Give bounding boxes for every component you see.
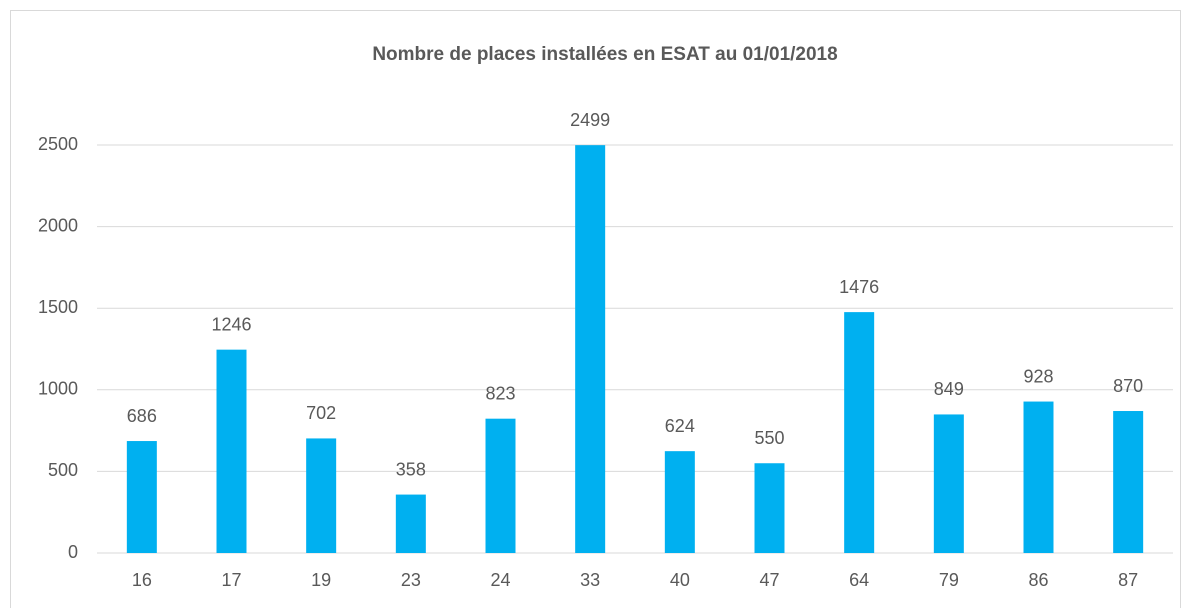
x-tick-label: 24 <box>490 570 510 590</box>
bar <box>664 451 695 553</box>
y-tick-label: 500 <box>48 460 78 480</box>
x-tick-label: 87 <box>1118 570 1138 590</box>
bar <box>306 438 337 553</box>
x-tick-label: 64 <box>849 570 869 590</box>
bar <box>754 463 785 553</box>
y-tick-label: 1500 <box>38 297 78 317</box>
data-label: 1476 <box>839 277 879 297</box>
x-tick-label: 19 <box>311 570 331 590</box>
data-label: 2499 <box>570 110 610 130</box>
x-tick-label: 16 <box>132 570 152 590</box>
data-label: 928 <box>1023 366 1053 386</box>
x-tick-label: 33 <box>580 570 600 590</box>
chart-title: Nombre de places installées en ESAT au 0… <box>372 44 837 65</box>
bar <box>395 494 426 553</box>
bar <box>126 441 157 553</box>
x-tick-label: 23 <box>401 570 421 590</box>
data-label: 870 <box>1113 376 1143 396</box>
x-tick-label: 17 <box>221 570 241 590</box>
bar <box>575 145 606 553</box>
y-tick-label: 1000 <box>38 379 78 399</box>
data-label: 849 <box>934 379 964 399</box>
data-label: 823 <box>485 383 515 403</box>
data-label: 550 <box>754 428 784 448</box>
data-label: 1246 <box>211 314 251 334</box>
bar <box>1113 411 1144 553</box>
data-label: 686 <box>127 406 157 426</box>
bar <box>485 418 516 553</box>
y-tick-label: 2000 <box>38 215 78 235</box>
data-label: 358 <box>396 459 426 479</box>
bar <box>844 312 875 553</box>
x-tick-label: 79 <box>939 570 959 590</box>
bar <box>1023 401 1054 553</box>
bar <box>933 414 964 553</box>
bar <box>216 349 247 553</box>
x-tick-label: 47 <box>759 570 779 590</box>
data-label: 702 <box>306 403 336 423</box>
data-label: 624 <box>665 416 695 436</box>
y-tick-label: 0 <box>68 542 78 562</box>
x-tick-label: 86 <box>1028 570 1048 590</box>
x-tick-label: 40 <box>670 570 690 590</box>
y-tick-label: 2500 <box>38 134 78 154</box>
